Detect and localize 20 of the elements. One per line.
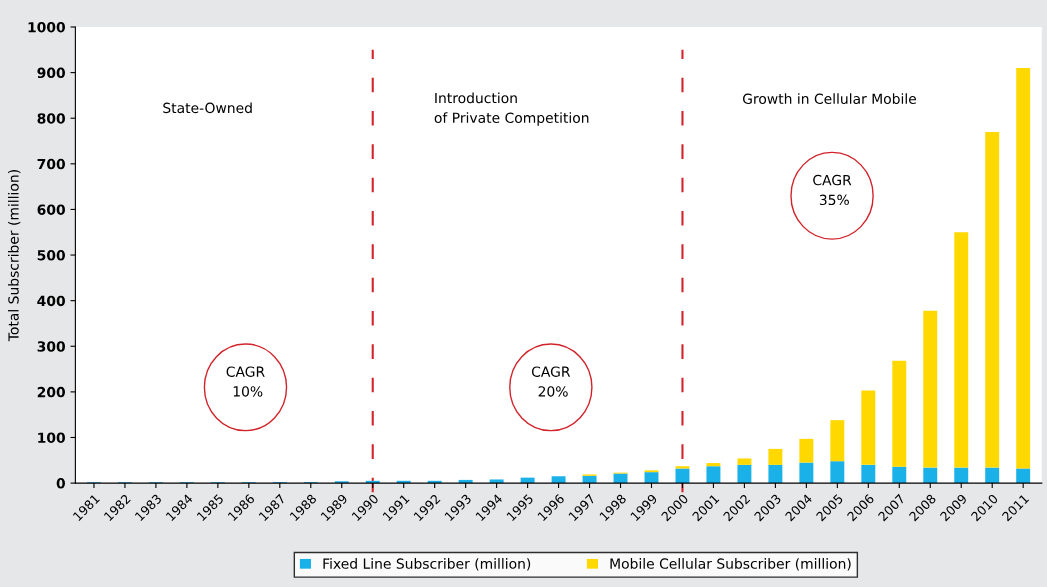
annotation: CAGR 10% xyxy=(226,366,265,397)
y-axis-title: Total Subscriber (million) xyxy=(8,170,21,342)
y-tick-label: 100 xyxy=(38,432,65,443)
y-tick-label: 700 xyxy=(37,158,65,170)
annotation: Growth in Cellular Mobile xyxy=(742,93,917,105)
y-tick-label: 400 xyxy=(37,295,65,307)
y-tick-label: 1000 xyxy=(28,21,65,33)
annotation: CAGR 20% xyxy=(531,366,571,397)
annotation: CAGR 35% xyxy=(813,174,852,206)
legend-label: Mobile Cellular Subscriber (million) xyxy=(610,558,851,571)
y-tick-label: 900 xyxy=(37,67,65,79)
annotation: Introduction of Private Competition xyxy=(434,92,589,126)
legend-label: Fixed Line Subscriber (million) xyxy=(323,558,531,571)
y-tick-label: 800 xyxy=(37,113,65,124)
y-tick-label: 600 xyxy=(37,204,65,215)
annotation: State-Owned xyxy=(163,102,252,114)
y-tick-label: 300 xyxy=(37,341,65,352)
y-tick-label: 200 xyxy=(37,386,65,398)
y-tick-label: 0 xyxy=(56,478,65,489)
y-tick-label: 500 xyxy=(37,250,65,261)
